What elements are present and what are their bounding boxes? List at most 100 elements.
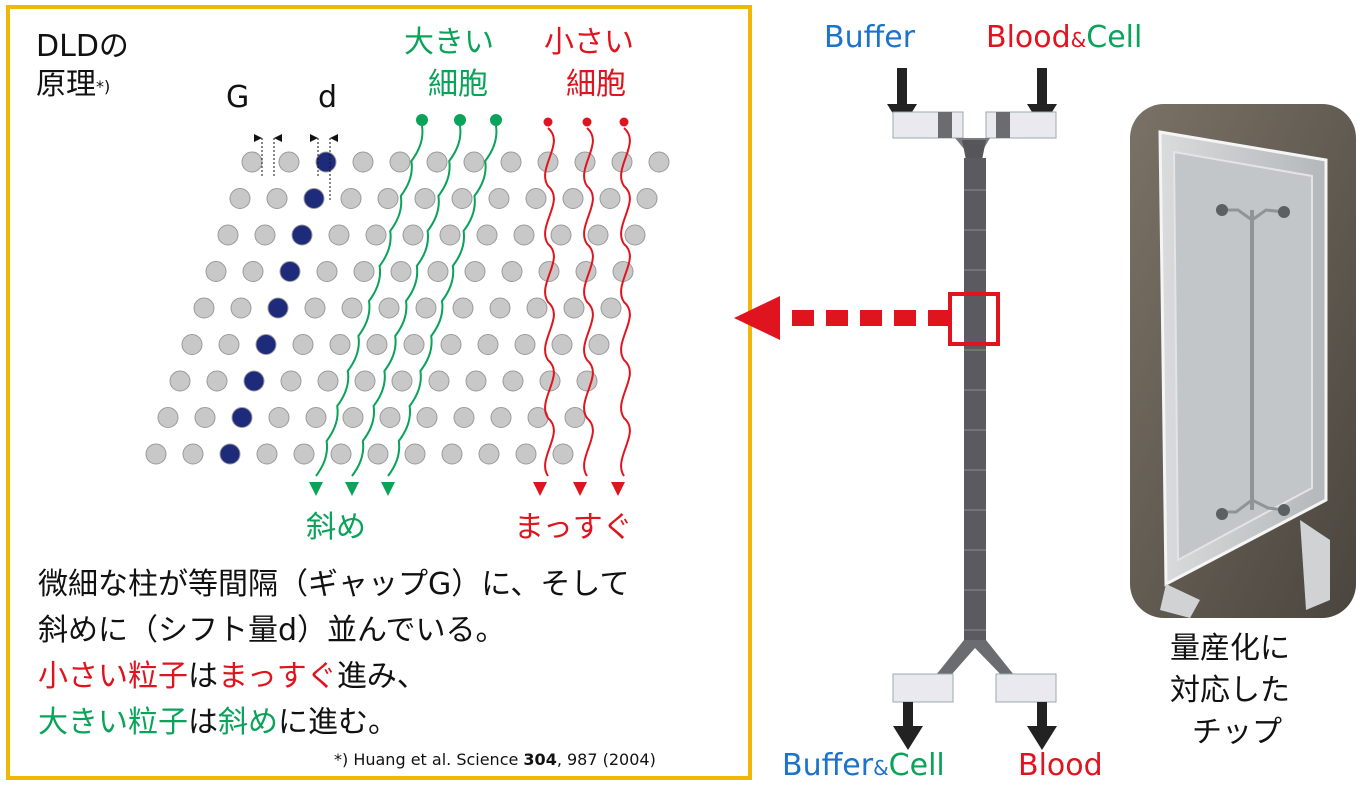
diagonal-label: 斜め bbox=[306, 510, 366, 545]
pillar bbox=[254, 224, 276, 246]
pillar bbox=[414, 188, 436, 209]
pillar bbox=[465, 370, 487, 392]
pillar bbox=[293, 443, 315, 465]
outlet-pads bbox=[892, 673, 1057, 703]
zoom-region-box bbox=[948, 292, 1000, 346]
outlet-blood-label: Blood bbox=[1018, 748, 1103, 783]
principle-title-line2: 原理*) bbox=[36, 67, 111, 102]
pillar bbox=[415, 297, 437, 319]
outlet-blood-arrow bbox=[1027, 702, 1057, 750]
large-cell-path bbox=[315, 125, 424, 477]
pillar bbox=[441, 443, 463, 465]
small-cell bbox=[582, 117, 592, 127]
pillar bbox=[552, 443, 574, 465]
pillar bbox=[600, 297, 622, 319]
shifted-pillar bbox=[219, 443, 241, 465]
small-cells-label: 小さい 細胞 bbox=[544, 25, 634, 102]
shift-arrow-left bbox=[310, 134, 318, 142]
pillar bbox=[217, 224, 239, 246]
pillar bbox=[353, 261, 375, 282]
pillar bbox=[464, 261, 486, 282]
pillar bbox=[230, 297, 252, 319]
large-cells-label: 大きい 細胞 bbox=[404, 25, 494, 102]
principle-description: 微細な柱が等間隔（ギャップG）に、そして 斜めに（シフト量d）並んでいる。 小さ… bbox=[38, 562, 629, 746]
pillar bbox=[280, 370, 302, 392]
pillar bbox=[440, 334, 462, 355]
pillar bbox=[341, 297, 363, 319]
pillar bbox=[340, 188, 362, 209]
large-cell bbox=[454, 114, 466, 126]
pillar bbox=[564, 407, 586, 428]
pillar bbox=[550, 224, 572, 246]
pillar bbox=[365, 224, 387, 246]
pillar bbox=[404, 443, 426, 465]
pillar bbox=[169, 370, 191, 392]
pillar bbox=[304, 297, 326, 319]
pillar bbox=[342, 407, 364, 428]
principle-title: DLDの 原理*) bbox=[36, 28, 129, 104]
pillar bbox=[551, 334, 573, 355]
outlet-buffer-arrow bbox=[893, 702, 923, 750]
main-channel bbox=[932, 140, 1018, 682]
pillar bbox=[330, 443, 352, 465]
pillar bbox=[525, 188, 547, 209]
pillar bbox=[624, 224, 646, 246]
desc-line1: 微細な柱が等間隔（ギャップG）に、そして bbox=[38, 567, 630, 602]
pillar bbox=[416, 407, 438, 428]
gap-arrow-right bbox=[274, 134, 282, 142]
pillar bbox=[599, 188, 621, 209]
pillar bbox=[426, 151, 448, 173]
pillar bbox=[501, 261, 523, 282]
large-cell-arrowhead bbox=[345, 482, 359, 496]
shifted-pillar bbox=[315, 151, 337, 173]
pillar bbox=[636, 188, 658, 209]
pillar bbox=[379, 407, 401, 428]
pillar bbox=[490, 407, 512, 428]
large-cell bbox=[416, 114, 428, 126]
pillar bbox=[266, 188, 288, 209]
outlet-buffer-cell-label: Buffer&Cell bbox=[782, 748, 945, 783]
pillar bbox=[451, 188, 473, 209]
gap-label: G bbox=[226, 80, 250, 115]
principle-panel bbox=[6, 5, 752, 780]
shifted-pillar bbox=[255, 334, 277, 355]
pillar bbox=[513, 224, 535, 246]
pillar bbox=[205, 261, 227, 282]
pillar bbox=[352, 151, 374, 173]
pillar bbox=[515, 443, 537, 465]
desc-line2: 斜めに（シフト量d）並んでいる。 bbox=[38, 613, 506, 648]
pillar bbox=[463, 151, 485, 173]
pillar bbox=[562, 188, 584, 209]
desc-line4: 大きい粒子は斜めに進む。 bbox=[38, 705, 398, 740]
pillar bbox=[389, 151, 411, 173]
pillar bbox=[391, 370, 413, 392]
straight-label: まっすぐ bbox=[514, 510, 633, 545]
pillar bbox=[256, 443, 278, 465]
inlet-buffer-label: Buffer bbox=[824, 20, 916, 55]
pillar bbox=[403, 334, 425, 355]
pillar bbox=[489, 297, 511, 319]
pillar bbox=[305, 407, 327, 428]
pillar bbox=[452, 297, 474, 319]
shifted-pillar bbox=[303, 188, 325, 209]
pillar bbox=[145, 443, 167, 465]
shifted-pillar bbox=[279, 261, 301, 282]
pillar bbox=[478, 443, 500, 465]
small-cell bbox=[619, 117, 629, 127]
pillar bbox=[514, 334, 536, 355]
pillar bbox=[328, 224, 350, 246]
pillar bbox=[194, 407, 216, 428]
pillar bbox=[563, 297, 585, 319]
shifted-pillar bbox=[291, 224, 313, 246]
product-caption: 量産化に 対応した チップ bbox=[1170, 631, 1290, 750]
large-cell-arrowhead bbox=[309, 482, 323, 496]
large-cell-arrowhead bbox=[381, 482, 395, 496]
pillar bbox=[587, 224, 609, 246]
pillar bbox=[428, 370, 450, 392]
pillar bbox=[439, 224, 461, 246]
pillar bbox=[206, 370, 228, 392]
large-cell bbox=[490, 114, 502, 126]
pillar bbox=[500, 151, 522, 173]
